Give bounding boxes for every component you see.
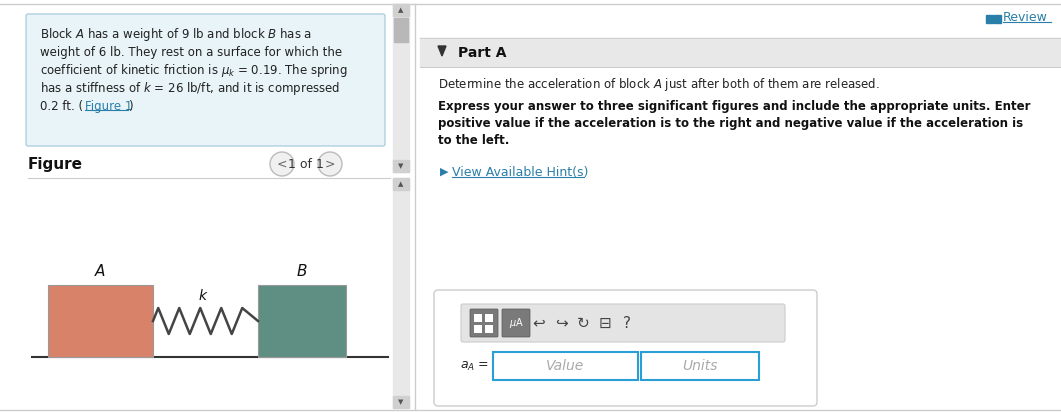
- Text: Determine the acceleration of block $\mathit{A}$ just after both of them are rel: Determine the acceleration of block $\ma…: [438, 75, 880, 93]
- FancyBboxPatch shape: [434, 290, 817, 406]
- Text: weight of 6 lb. They rest on a surface for which the: weight of 6 lb. They rest on a surface f…: [40, 45, 342, 59]
- Text: Part A: Part A: [458, 46, 506, 60]
- Polygon shape: [438, 46, 446, 56]
- Text: Value: Value: [546, 359, 585, 373]
- Circle shape: [269, 152, 294, 176]
- Bar: [393, 178, 408, 190]
- Text: Block $\mathit{A}$ has a weight of 9 lb and block $\mathit{B}$ has a: Block $\mathit{A}$ has a weight of 9 lb …: [40, 26, 312, 42]
- FancyBboxPatch shape: [470, 309, 498, 337]
- Bar: [393, 178, 408, 408]
- Bar: [393, 396, 408, 408]
- Text: $A$: $A$: [94, 263, 106, 279]
- Text: >: >: [325, 157, 335, 171]
- Text: ▶: ▶: [440, 167, 449, 177]
- Text: <: <: [277, 157, 288, 171]
- Text: ⊟: ⊟: [598, 316, 611, 330]
- Text: View Available Hint(s): View Available Hint(s): [452, 166, 589, 178]
- Text: 0.2 ft. (: 0.2 ft. (: [40, 100, 83, 112]
- Bar: [48, 285, 153, 357]
- Text: ▼: ▼: [398, 163, 403, 169]
- Text: $\mu$A: $\mu$A: [508, 316, 523, 330]
- Bar: [474, 325, 482, 333]
- Text: coefficient of kinetic friction is $\mu_k$ = 0.19. The spring: coefficient of kinetic friction is $\mu_…: [40, 61, 348, 79]
- Text: positive value if the acceleration is to the right and negative value if the acc: positive value if the acceleration is to…: [438, 117, 1023, 129]
- FancyBboxPatch shape: [460, 304, 785, 342]
- Text: 1 of 1: 1 of 1: [289, 157, 324, 171]
- Text: ↩: ↩: [533, 316, 545, 330]
- Bar: [393, 4, 408, 172]
- Text: ▼: ▼: [398, 399, 403, 405]
- Text: Express your answer to three significant figures and include the appropriate uni: Express your answer to three significant…: [438, 100, 1030, 112]
- Bar: [393, 4, 408, 16]
- Text: to the left.: to the left.: [438, 133, 509, 147]
- Text: ↻: ↻: [576, 316, 589, 330]
- Bar: [258, 285, 346, 357]
- Text: Units: Units: [682, 359, 717, 373]
- Bar: [420, 39, 1061, 66]
- Text: has a stiffness of $k$ = 26 lb/ft, and it is compressed: has a stiffness of $k$ = 26 lb/ft, and i…: [40, 80, 341, 96]
- Text: ▲: ▲: [398, 181, 403, 187]
- Text: $a_A$ =: $a_A$ =: [460, 359, 489, 372]
- Text: ?: ?: [623, 316, 631, 330]
- Text: ↪: ↪: [555, 316, 568, 330]
- Bar: [986, 15, 993, 23]
- Bar: [393, 160, 408, 172]
- Text: $B$: $B$: [296, 263, 308, 279]
- Text: ▲: ▲: [398, 7, 403, 13]
- Text: Figure 1: Figure 1: [85, 100, 133, 112]
- Bar: [485, 314, 493, 322]
- FancyBboxPatch shape: [27, 14, 385, 146]
- FancyBboxPatch shape: [502, 309, 530, 337]
- Text: $k$: $k$: [198, 288, 209, 304]
- Bar: [485, 325, 493, 333]
- Bar: [994, 15, 1001, 23]
- Text: Review: Review: [1003, 10, 1048, 23]
- Bar: [641, 352, 759, 380]
- Text: Figure: Figure: [28, 157, 83, 171]
- Circle shape: [318, 152, 342, 176]
- Text: ): ): [128, 100, 133, 112]
- Bar: [394, 18, 408, 42]
- Bar: [474, 314, 482, 322]
- Bar: [493, 352, 638, 380]
